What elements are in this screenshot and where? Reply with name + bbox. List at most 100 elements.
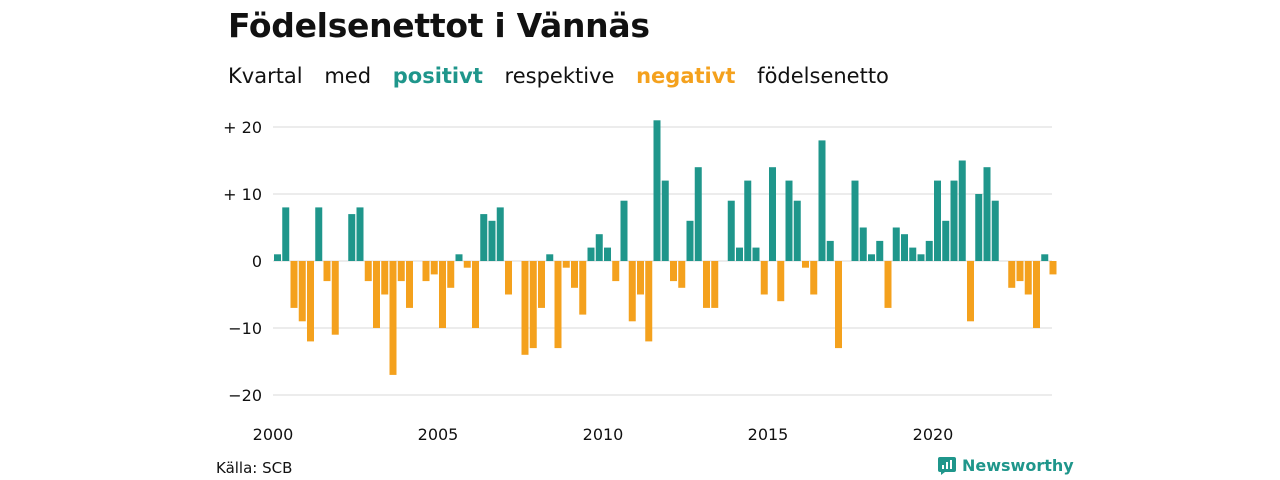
- bar: [595, 234, 603, 261]
- bar: [703, 261, 710, 308]
- source-label: Källa: SCB: [216, 459, 293, 477]
- bar: [628, 261, 636, 322]
- bar: [645, 261, 653, 342]
- bar: [521, 261, 529, 355]
- bar: [818, 140, 826, 261]
- bar: [562, 261, 570, 268]
- subtitle-text-med: med: [324, 64, 372, 88]
- bar: [587, 247, 595, 261]
- bar: [686, 220, 694, 261]
- x-tick-label: 2010: [583, 425, 624, 444]
- bar: [760, 261, 768, 295]
- bar: [356, 207, 364, 261]
- bar: [439, 261, 446, 328]
- bar: [661, 180, 669, 261]
- bar: [480, 214, 488, 261]
- bar: [298, 261, 306, 322]
- y-axis-ticks: + 20 + 10 0 −10 −20: [223, 118, 262, 405]
- bar: [736, 247, 743, 261]
- bar: [958, 160, 966, 261]
- bar: [422, 261, 430, 282]
- subtitle-text-kvartal: Kvartal: [228, 64, 303, 88]
- bar: [810, 261, 818, 295]
- brand-name: Newsworthy: [962, 456, 1074, 475]
- bar: [670, 261, 677, 282]
- bar: [381, 261, 389, 295]
- bar: [612, 261, 620, 282]
- bar: [1016, 261, 1024, 282]
- y-tick-label: 0: [252, 252, 262, 271]
- bar: [406, 261, 413, 308]
- bar: [389, 261, 397, 375]
- x-axis-ticks: 2000 2005 2010 2015 2020: [253, 425, 954, 444]
- bar: [315, 207, 323, 261]
- bar: [901, 234, 908, 261]
- bar: [620, 200, 628, 261]
- bar: [472, 261, 479, 328]
- y-tick-label: −20: [228, 386, 262, 405]
- bar: [637, 261, 644, 295]
- bar: [868, 254, 875, 261]
- bar: [727, 200, 735, 261]
- x-tick-label: 2005: [418, 425, 459, 444]
- bar: [909, 247, 917, 261]
- y-tick-label: + 10: [223, 185, 262, 204]
- bar: [826, 240, 834, 261]
- bar: [851, 180, 859, 261]
- bar: [323, 261, 331, 282]
- bar: [1024, 261, 1032, 295]
- bar: [282, 207, 290, 261]
- bar: [884, 261, 892, 308]
- bars: [274, 120, 1057, 375]
- y-tick-label: + 20: [223, 118, 262, 137]
- bar: [744, 180, 752, 261]
- bar: [538, 261, 545, 308]
- brand-logo[interactable]: Newsworthy: [938, 456, 1074, 475]
- bar: [290, 261, 298, 308]
- bar: [430, 261, 438, 275]
- bar: [529, 261, 537, 349]
- bar: [942, 220, 950, 261]
- bar: [653, 120, 661, 261]
- bar: [274, 254, 281, 261]
- bar: [505, 261, 512, 295]
- bar: [307, 261, 314, 342]
- bar: [463, 261, 471, 268]
- bar: [1033, 261, 1040, 328]
- bar: [925, 240, 933, 261]
- bar: [793, 200, 801, 261]
- bar: [950, 180, 958, 261]
- bar: [678, 261, 686, 288]
- bar: [802, 261, 809, 268]
- bar: [1049, 261, 1057, 275]
- chart-subtitle: Kvartal med positivt respektive negativt…: [228, 64, 904, 88]
- bar: [752, 247, 760, 261]
- bar: [785, 180, 793, 261]
- subtitle-text-respektive: respektive: [504, 64, 615, 88]
- bar: [1008, 261, 1016, 288]
- bar: [1041, 254, 1049, 261]
- bar: [571, 261, 578, 288]
- bar: [967, 261, 974, 322]
- bar: [496, 207, 504, 261]
- bar: [934, 180, 941, 261]
- bar: [777, 261, 785, 302]
- bar: [876, 240, 884, 261]
- bar: [554, 261, 562, 349]
- bar: [769, 167, 776, 261]
- bar: [604, 247, 611, 261]
- bar: [991, 200, 999, 261]
- bar: [859, 227, 867, 261]
- bar: [917, 254, 925, 261]
- bar: [835, 261, 842, 349]
- x-tick-label: 2020: [913, 425, 954, 444]
- bar: [892, 227, 900, 261]
- bar: [983, 167, 991, 261]
- x-tick-label: 2015: [748, 425, 789, 444]
- chart-title: Födelsenettot i Vännäs: [228, 6, 650, 45]
- subtitle-positive-label: positivt: [392, 64, 483, 88]
- bar: [348, 214, 356, 261]
- y-tick-label: −10: [228, 319, 262, 338]
- bar: [364, 261, 372, 282]
- bar: [455, 254, 463, 261]
